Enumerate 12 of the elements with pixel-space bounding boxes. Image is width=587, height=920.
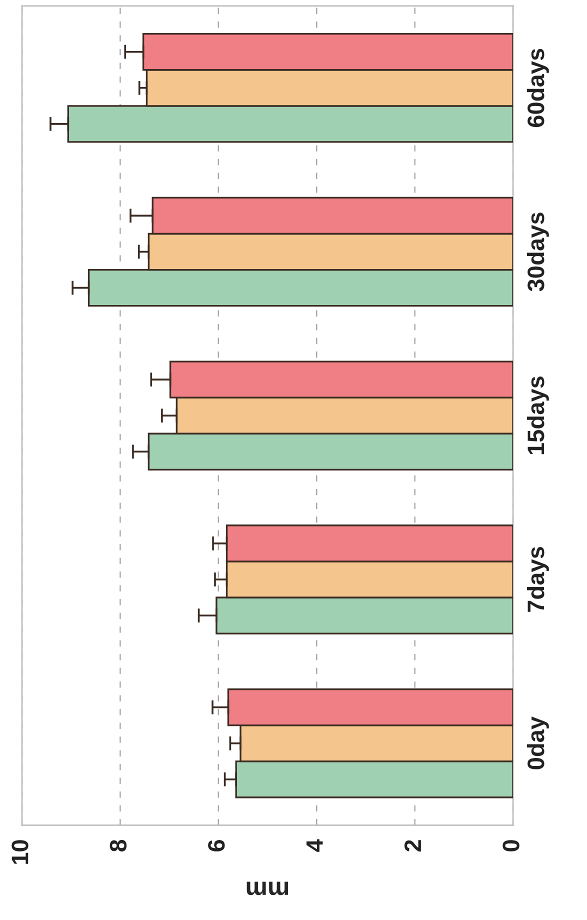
x-tick-label: 8	[110, 840, 127, 852]
y-tick-label: 15days	[526, 376, 549, 454]
x-tick-label: 2	[404, 840, 421, 852]
y-tick-label: 60days	[526, 48, 549, 128]
x-tick-label: 6	[208, 840, 225, 852]
y-tick-label: 7days	[526, 546, 549, 612]
x-axis-title: mm	[246, 882, 288, 896]
x-tick-label: 10	[12, 840, 28, 864]
x-tick-label: 4	[306, 839, 323, 852]
x-tick-label: 0	[502, 840, 520, 852]
y-tick-label: 30days	[526, 212, 549, 292]
y-tick-label: 0day	[526, 716, 549, 770]
